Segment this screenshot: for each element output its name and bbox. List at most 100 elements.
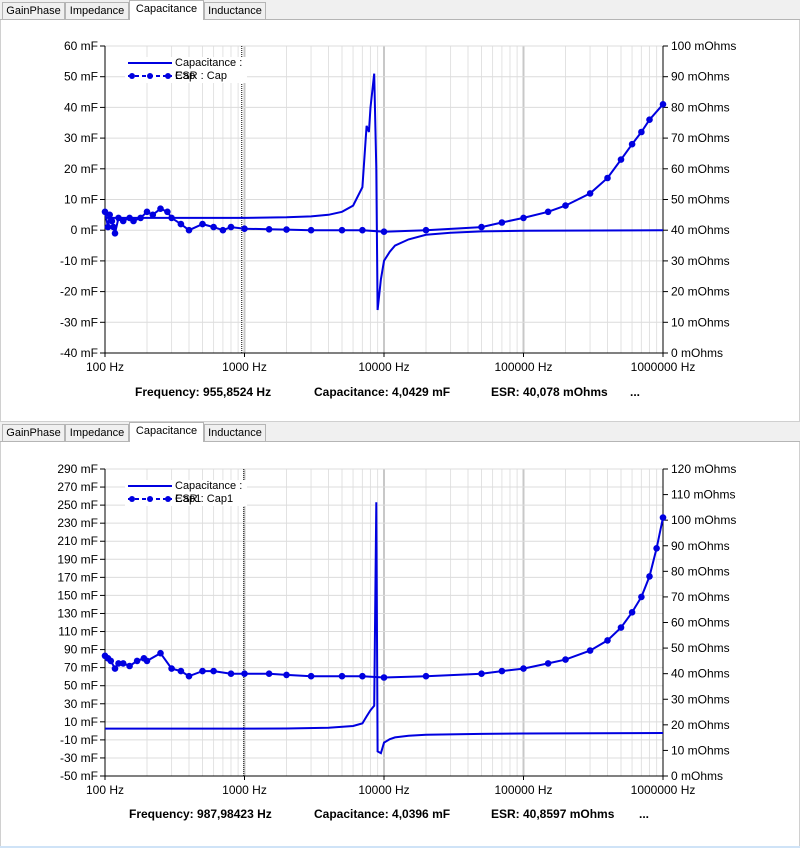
window-bottom-edge (0, 846, 800, 848)
esr-data-point (219, 226, 227, 234)
right-tick-label: 50 mOhms (671, 193, 730, 207)
left-tick-label: -30 mF (60, 315, 98, 329)
tab-capacitance[interactable]: Capacitance (129, 422, 204, 442)
left-tick-label: -40 mF (60, 346, 98, 360)
right-tick-label: 10 mOhms (671, 743, 730, 757)
legend-entry-capacitance: Capacitance : Cap1 (125, 480, 247, 505)
esr-data-point (108, 217, 116, 225)
esr-data-point (380, 228, 388, 235)
right-tick-label: 20 mOhms (671, 718, 730, 732)
tab-impedance[interactable]: Impedance (65, 2, 129, 19)
left-tick-label: 230 mF (57, 516, 98, 530)
esr-data-point (478, 670, 485, 677)
esr-data-point (149, 211, 157, 219)
capacitance-series-line (105, 73, 664, 311)
esr-data-point (638, 593, 645, 601)
right-tick-label: 30 mOhms (671, 254, 730, 268)
esr-data-point (115, 214, 122, 222)
esr-data-point (359, 226, 366, 234)
legend-label: Capacitance : Cap1 (175, 480, 243, 505)
right-tick-label: 110 mOhms (671, 488, 735, 502)
esr-data-point (110, 223, 117, 231)
tab-inductance[interactable]: Inductance (204, 424, 266, 441)
esr-data-point (107, 657, 115, 665)
right-tick-label: 0 mOhms (671, 346, 723, 360)
x-tick-label: 1000000 Hz (631, 783, 696, 797)
esr-data-point (164, 208, 171, 216)
esr-data-point (130, 217, 137, 225)
left-tick-label: 20 mF (64, 162, 98, 176)
esr-data-point (520, 214, 527, 222)
right-tick-label: 60 mOhms (671, 616, 730, 630)
capacitance-chart[interactable]: 290 mF 270 mF 250 mF 230 mF 210 mF 190 mF 170 … (1, 442, 799, 814)
esr-data-point (338, 226, 346, 234)
tab-capacitance[interactable]: Capacitance (129, 0, 204, 20)
x-tick-label: 10000 Hz (358, 360, 409, 374)
esr-data-point (653, 545, 660, 552)
left-tick-label: 70 mF (64, 661, 98, 675)
esr-data-point (638, 128, 645, 136)
esr-data-point (119, 217, 127, 225)
capacitance-chart[interactable]: 60 mF 50 mF 40 mF 30 mF 20 mF 10 mF 0 mF -10 mF… (1, 20, 799, 390)
capacitance-readout: Capacitance: 4,0429 mF (314, 385, 451, 399)
esr-data-point (338, 672, 346, 680)
esr-data-point (586, 647, 594, 654)
esr-data-point (177, 667, 185, 675)
esr-data-point (359, 672, 366, 680)
esr-data-point (422, 672, 430, 680)
left-tick-label: -10 mF (60, 254, 98, 268)
esr-data-point (544, 208, 552, 216)
esr-data-point (520, 665, 527, 672)
esr-data-point (185, 672, 193, 680)
esr-data-point (210, 223, 217, 231)
right-tick-label: 70 mOhms (671, 590, 730, 604)
esr-data-point (307, 672, 315, 680)
left-tick-label: -10 mF (60, 733, 98, 747)
right-tick-label: 10 mOhms (671, 315, 730, 329)
left-tick-label: 190 mF (57, 552, 98, 566)
right-tick-label: 40 mOhms (671, 667, 730, 681)
esr-data-point (227, 670, 235, 677)
left-tick-label: 270 mF (57, 480, 98, 494)
right-tick-label: 60 mOhms (671, 162, 730, 176)
esr-data-point (283, 671, 290, 679)
esr-data-point (157, 649, 164, 657)
esr-data-point (604, 637, 611, 644)
esr-data-point (265, 226, 273, 233)
tab-inductance[interactable]: Inductance (204, 2, 266, 19)
left-tick-label: -50 mF (60, 769, 98, 783)
legend-entry-esr: ESR : Cap (125, 70, 247, 83)
legend-entry-esr: ESR : Cap1 (125, 493, 247, 506)
left-tick-label: -30 mF (60, 751, 98, 765)
left-tick-label: 60 mF (64, 39, 98, 53)
esr-data-point (283, 226, 290, 233)
left-tick-label: -20 mF (60, 285, 98, 299)
tab-impedance[interactable]: Impedance (65, 424, 129, 441)
right-tick-label: 100 mOhms (671, 513, 736, 527)
tab-divider (0, 441, 800, 442)
tab-divider (0, 19, 800, 20)
tab-strip: GainPhase Impedance Capacitance Inductan… (0, 0, 800, 20)
right-tick-label: 90 mOhms (671, 539, 730, 553)
esr-data-point (157, 205, 164, 212)
left-tick-label: 250 mF (57, 498, 98, 512)
chart-area[interactable]: 290 mF 270 mF 250 mF 230 mF 210 mF 190 mF 170 … (0, 442, 800, 848)
esr-data-point (119, 660, 127, 667)
esr-data-point (210, 667, 217, 675)
esr-data-point (185, 226, 193, 234)
esr-readout: ESR: 40,078 mOhms (491, 385, 608, 399)
tab-gainphase[interactable]: GainPhase (2, 2, 65, 19)
esr-data-point (101, 208, 109, 216)
dashed-dot-line-icon (128, 73, 172, 79)
esr-data-point (241, 670, 248, 677)
frequency-readout: Frequency: 955,8524 Hz (135, 385, 272, 399)
right-tick-label: 40 mOhms (671, 223, 730, 237)
left-tick-label: 90 mF (64, 643, 98, 657)
esr-data-point (498, 667, 506, 675)
tab-gainphase[interactable]: GainPhase (2, 424, 65, 441)
esr-data-point (562, 656, 569, 663)
chart-area[interactable]: 60 mF 50 mF 40 mF 30 mF 20 mF 10 mF 0 mF -10 mF… (0, 20, 800, 422)
esr-data-point (177, 220, 185, 228)
left-tick-label: 150 mF (57, 588, 98, 602)
x-tick-label: 100 Hz (86, 360, 124, 374)
